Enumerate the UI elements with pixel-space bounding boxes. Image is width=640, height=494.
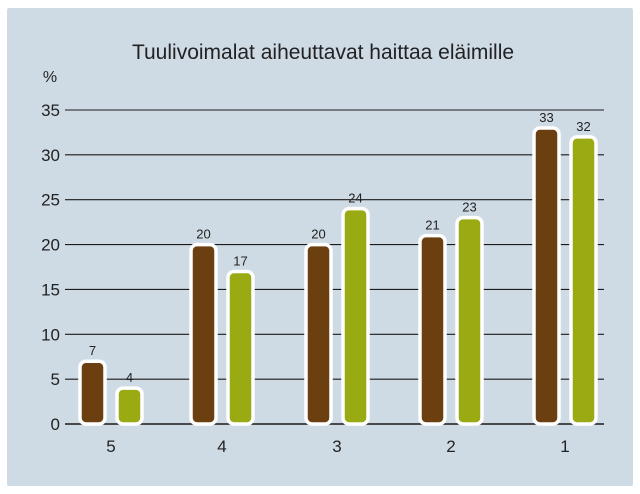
y-tick-label: 35 — [41, 101, 60, 120]
data-label: 17 — [233, 253, 247, 268]
data-label: 4 — [126, 370, 133, 385]
y-tick-label: 25 — [41, 191, 60, 210]
y-axis-ticks: 0 5 10 15 20 25 30 35 — [41, 101, 60, 434]
x-axis-ticks: 5 4 3 2 1 — [106, 437, 569, 456]
x-tick-label: 2 — [446, 437, 455, 456]
data-label: 7 — [89, 343, 96, 358]
y-tick-label: 30 — [41, 146, 60, 165]
gridlines — [65, 109, 604, 425]
y-tick-label: 15 — [41, 280, 60, 299]
bar-series-2 — [341, 206, 370, 426]
bar-series-2 — [569, 135, 598, 426]
data-label: 24 — [348, 191, 362, 206]
y-axis-unit-label: % — [43, 69, 57, 86]
data-labels: 7 4 20 17 20 24 21 23 33 32 — [89, 110, 591, 385]
data-label: 20 — [311, 227, 325, 242]
y-tick-label: 0 — [51, 415, 60, 434]
data-label: 20 — [196, 227, 210, 242]
bar-series-2 — [455, 215, 484, 426]
bar-series-1 — [304, 242, 333, 426]
x-tick-label: 1 — [560, 437, 569, 456]
data-label: 33 — [539, 110, 553, 125]
bar-series-1 — [78, 359, 107, 426]
bars — [78, 126, 598, 426]
x-tick-label: 5 — [106, 437, 115, 456]
bar-series-2 — [115, 386, 144, 426]
bar-series-2 — [226, 269, 255, 426]
y-tick-label: 20 — [41, 236, 60, 255]
bar-series-1 — [532, 126, 561, 426]
y-tick-label: 10 — [41, 325, 60, 344]
chart-title: Tuulivoimalat aiheuttavat haittaa eläimi… — [132, 41, 514, 64]
data-label: 21 — [425, 218, 439, 233]
x-tick-label: 4 — [217, 437, 226, 456]
data-label: 23 — [462, 200, 476, 215]
y-tick-label: 5 — [51, 370, 60, 389]
bar-series-1 — [189, 242, 218, 426]
bar-series-1 — [418, 233, 447, 426]
data-label: 32 — [576, 119, 590, 134]
x-tick-label: 3 — [332, 437, 341, 456]
